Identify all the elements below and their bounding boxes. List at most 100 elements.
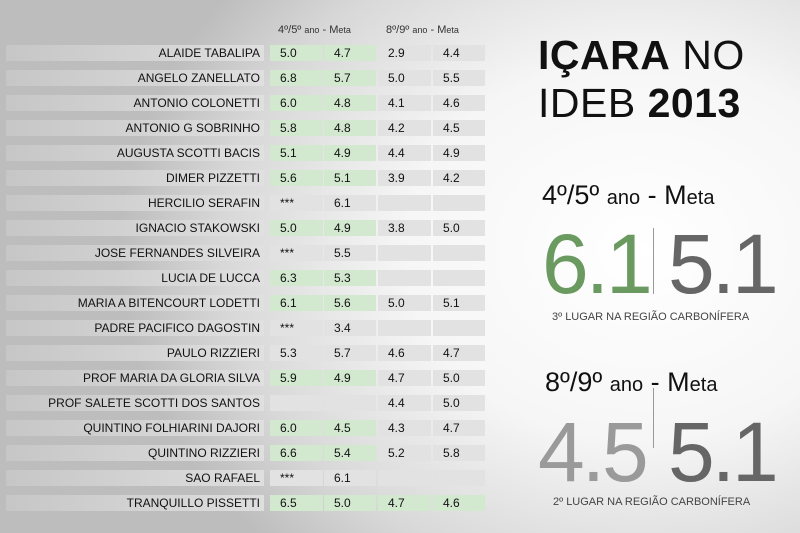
page-title-line2: IDEB 2013: [538, 80, 741, 126]
table-row: TRANQUILLO PISSETTI 6.5 5.0 4.7 4.6: [6, 495, 486, 511]
table-row: DIMER PIZZETTI 5.6 5.1 3.9 4.2: [6, 170, 486, 186]
meta-4-5: 5.1: [668, 217, 779, 311]
score-8-9: 4.5: [538, 405, 649, 499]
section-tail: - M: [643, 367, 690, 397]
section-small: eta: [689, 374, 718, 396]
meta-8-9-value: 4.7: [433, 345, 485, 361]
header-main: 4º/5º: [278, 24, 305, 36]
ideb-4-5-value: 6.8: [270, 70, 323, 86]
school-name: ANTONIO G SOBRINHO: [6, 120, 264, 136]
school-name: QUINTINO FOLHIARINI DAJORI: [6, 420, 264, 436]
meta-4-5-value: 5.6: [324, 295, 376, 311]
score-divider: [653, 388, 654, 448]
ideb-8-9-value: 5.2: [378, 445, 431, 461]
column-header-8-9-ano: 8º/9º ano - Meta: [386, 24, 459, 36]
meta-8-9-value: 5.1: [433, 295, 485, 311]
meta-4-5-value: 5.4: [324, 445, 376, 461]
ideb-8-9-value: [378, 195, 431, 211]
ideb-4-5-value: 5.3: [270, 345, 323, 361]
ideb-4-5-value: ***: [270, 470, 323, 486]
header-small: eta: [446, 25, 459, 35]
meta-4-5-value: 4.7: [324, 45, 376, 61]
school-name: PADRE PACIFICO DAGOSTIN: [6, 320, 264, 336]
ideb-4-5-value: 6.6: [270, 445, 323, 461]
header-tail: - M: [319, 24, 339, 36]
meta-8-9-value: [433, 245, 485, 261]
table-row: PADRE PACIFICO DAGOSTIN *** 3.4: [6, 320, 486, 336]
meta-4-5-value: 5.0: [324, 495, 376, 511]
table-row: PROF SALETE SCOTTI DOS SANTOS 4.4 5.0: [6, 395, 486, 411]
ideb-4-5-value: 6.0: [270, 95, 323, 111]
section-main: 8º/9º: [545, 367, 610, 397]
table-row: JOSE FERNANDES SILVEIRA *** 5.5: [6, 245, 486, 261]
ideb-4-5-value: 6.0: [270, 420, 323, 436]
table-row: MARIA A BITENCOURT LODETTI 6.1 5.6 5.0 5.1: [6, 295, 486, 311]
table-row: AUGUSTA SCOTTI BACIS 5.1 4.9 4.4 4.9: [6, 145, 486, 161]
table-row: PROF MARIA DA GLORIA SILVA 5.9 4.9 4.7 5.0: [6, 370, 486, 386]
ideb-8-9-value: 5.0: [378, 70, 431, 86]
ideb-4-5-value: ***: [270, 245, 323, 261]
header-small: ano: [304, 25, 320, 35]
table-row: PAULO RIZZIERI 5.3 5.7 4.6 4.7: [6, 345, 486, 361]
section-small: eta: [686, 187, 715, 209]
ideb-4-5-value: ***: [270, 320, 323, 336]
ideb-8-9-value: 4.6: [378, 345, 431, 361]
ideb-8-9-value: 4.3: [378, 420, 431, 436]
meta-8-9-value: 5.0: [433, 220, 485, 236]
school-name: PAULO RIZZIERI: [6, 345, 264, 361]
school-name: PROF MARIA DA GLORIA SILVA: [6, 370, 264, 386]
ideb-8-9-value: 4.4: [378, 395, 431, 411]
ideb-8-9-value: [378, 245, 431, 261]
meta-8-9-value: 4.7: [433, 420, 485, 436]
meta-8-9-value: 5.0: [433, 395, 485, 411]
ideb-8-9-value: 4.7: [378, 495, 431, 511]
ideb-4-5-value: 6.1: [270, 295, 323, 311]
ideb-8-9-value: 4.2: [378, 120, 431, 136]
ideb-8-9-value: 4.4: [378, 145, 431, 161]
school-name: AUGUSTA SCOTTI BACIS: [6, 145, 264, 161]
school-name: HERCILIO SERAFIN: [6, 195, 264, 211]
ideb-4-5-value: 5.9: [270, 370, 323, 386]
meta-8-9-value: 4.5: [433, 120, 485, 136]
ideb-4-5-value: ***: [270, 195, 323, 211]
meta-8-9-value: [433, 470, 485, 486]
header-small: ano: [412, 25, 428, 35]
rank-8-9: 2º LUGAR NA REGIÃO CARBONÍFERA: [553, 496, 751, 508]
title-rest: IDEB: [538, 80, 648, 126]
ideb-8-9-value: 4.1: [378, 95, 431, 111]
meta-4-5-value: 5.1: [324, 170, 376, 186]
school-name: IGNACIO STAKOWSKI: [6, 220, 264, 236]
meta-8-9-value: [433, 270, 485, 286]
section-tail: - M: [640, 180, 687, 210]
school-name: TRANQUILLO PISSETTI: [6, 495, 264, 511]
ideb-8-9-value: [378, 270, 431, 286]
school-name: ALAIDE TABALIPA: [6, 45, 264, 61]
meta-4-5-value: 5.3: [324, 270, 376, 286]
meta-4-5-value: 4.9: [324, 145, 376, 161]
meta-8-9-value: 5.5: [433, 70, 485, 86]
title-bold: 2013: [647, 80, 741, 126]
ideb-4-5-value: 5.6: [270, 170, 323, 186]
school-name: SAO RAFAEL: [6, 470, 264, 486]
table-row: SAO RAFAEL *** 6.1: [6, 470, 486, 486]
ideb-8-9-value: 5.0: [378, 295, 431, 311]
school-name: ANGELO ZANELLATO: [6, 70, 264, 86]
score-divider: [653, 228, 654, 294]
header-main: 8º/9º: [386, 24, 413, 36]
ideb-4-5-value: 5.1: [270, 145, 323, 161]
table-row: LUCIA DE LUCCA 6.3 5.3: [6, 270, 486, 286]
meta-8-9-value: 4.9: [433, 145, 485, 161]
meta-4-5-value: 5.7: [324, 345, 376, 361]
ideb-4-5-value: 6.5: [270, 495, 323, 511]
meta-8-9-value: 4.6: [433, 95, 485, 111]
table-row: HERCILIO SERAFIN *** 6.1: [6, 195, 486, 211]
school-name: DIMER PIZZETTI: [6, 170, 264, 186]
meta-4-5-value: 4.9: [324, 370, 376, 386]
school-name: ANTONIO COLONETTI: [6, 95, 264, 111]
meta-4-5-value: 4.8: [324, 95, 376, 111]
meta-4-5-value: 5.7: [324, 70, 376, 86]
header-tail: - M: [427, 24, 447, 36]
ideb-4-5-value: 5.0: [270, 220, 323, 236]
school-name: LUCIA DE LUCCA: [6, 270, 264, 286]
table-row: ALAIDE TABALIPA 5.0 4.7 2.9 4.4: [6, 45, 486, 61]
